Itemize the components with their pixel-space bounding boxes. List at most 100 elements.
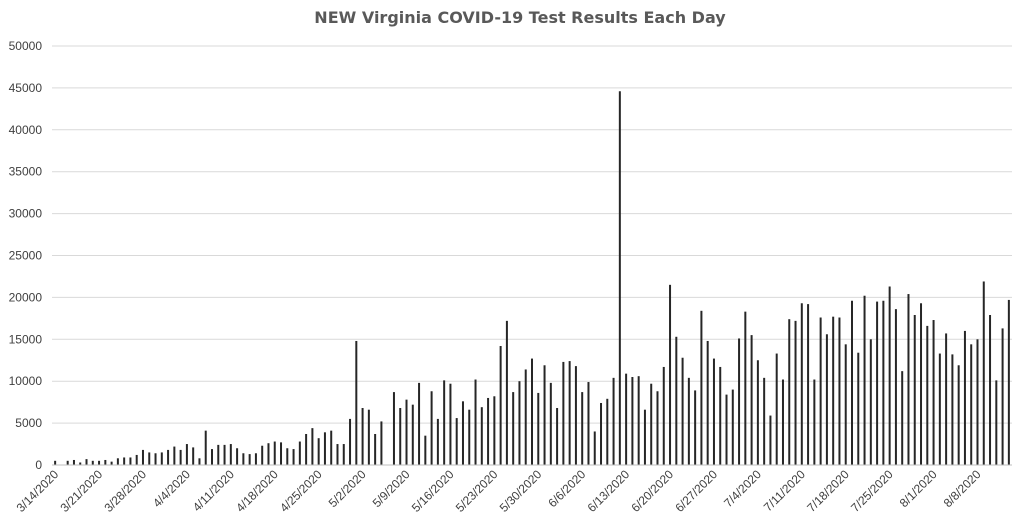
bar xyxy=(844,344,847,465)
bar xyxy=(54,460,57,465)
bar xyxy=(104,459,107,465)
bar xyxy=(355,340,358,465)
bar xyxy=(549,382,552,465)
bar xyxy=(562,361,565,465)
bar xyxy=(336,444,339,465)
y-axis-ticks: 0 5000 10000 15000 20000 25000 30000 35000 40000… xyxy=(9,39,43,472)
bar xyxy=(738,338,741,465)
bar xyxy=(656,391,659,465)
y-tick-label: 10000 xyxy=(9,374,43,388)
y-tick-label: 35000 xyxy=(9,165,43,179)
bar xyxy=(443,380,446,465)
bar xyxy=(800,303,803,465)
bar xyxy=(606,398,609,465)
bar xyxy=(669,284,672,465)
bar xyxy=(794,320,797,465)
bar xyxy=(367,409,370,465)
x-tick-label: 7/11/2020 xyxy=(761,467,808,514)
x-tick-label: 8/8/2020 xyxy=(941,467,984,510)
bar xyxy=(995,380,998,465)
bar xyxy=(982,281,985,465)
bar xyxy=(148,452,151,465)
bar xyxy=(123,457,126,465)
bar xyxy=(330,430,333,465)
bar xyxy=(91,460,94,465)
bar xyxy=(976,339,979,465)
x-tick-label: 8/1/2020 xyxy=(897,467,940,510)
bar xyxy=(198,458,201,465)
bar xyxy=(537,392,540,465)
bar xyxy=(399,408,402,465)
bar xyxy=(179,449,182,465)
bar xyxy=(612,377,615,465)
bar xyxy=(769,415,772,465)
bar xyxy=(229,444,232,465)
bar xyxy=(267,443,270,465)
bar xyxy=(712,358,715,465)
bar xyxy=(581,392,584,465)
x-tick-label: 5/2/2020 xyxy=(326,467,369,510)
bar xyxy=(487,397,490,465)
bar xyxy=(217,444,220,465)
bar xyxy=(1001,328,1004,465)
bar xyxy=(98,460,101,465)
bar xyxy=(242,453,245,465)
bar xyxy=(474,379,477,465)
bar xyxy=(731,389,734,465)
bar xyxy=(85,459,88,465)
bar xyxy=(455,418,458,465)
bar xyxy=(361,408,364,465)
bar xyxy=(901,371,904,465)
x-tick-label: 7/4/2020 xyxy=(721,467,764,510)
bar xyxy=(951,354,954,465)
bar xyxy=(593,431,596,465)
bar xyxy=(79,462,82,465)
bar xyxy=(888,286,891,465)
x-tick-label: 4/25/2020 xyxy=(277,467,325,515)
bar xyxy=(556,408,559,465)
bar xyxy=(763,377,766,465)
bar xyxy=(311,428,314,465)
y-tick-label: 5000 xyxy=(15,416,42,430)
bar xyxy=(719,366,722,465)
bar xyxy=(819,317,822,465)
bar xyxy=(543,365,546,465)
x-tick-label: 7/18/2020 xyxy=(804,467,852,515)
bar xyxy=(807,304,810,465)
x-tick-label: 5/9/2020 xyxy=(370,467,413,510)
bar xyxy=(970,344,973,465)
bar xyxy=(493,396,496,465)
bar xyxy=(725,394,728,465)
bar xyxy=(600,402,603,465)
bar xyxy=(430,391,433,465)
bar xyxy=(926,325,929,465)
bar xyxy=(72,459,75,465)
bar xyxy=(273,441,276,465)
y-tick-label: 0 xyxy=(35,458,42,472)
bar xyxy=(894,309,897,465)
bar xyxy=(185,444,188,465)
bar xyxy=(687,377,690,465)
bar xyxy=(700,310,703,465)
bar xyxy=(631,377,634,465)
bar xyxy=(405,399,408,465)
bar xyxy=(154,453,157,465)
bar xyxy=(813,379,816,465)
x-tick-label: 7/25/2020 xyxy=(848,467,896,515)
bar xyxy=(411,404,414,465)
bar xyxy=(317,438,320,465)
bar xyxy=(505,320,508,465)
bar xyxy=(254,453,257,465)
bar xyxy=(449,383,452,465)
bar xyxy=(832,316,835,465)
bar xyxy=(788,319,791,465)
bar xyxy=(825,334,828,465)
bar xyxy=(662,366,665,465)
bar xyxy=(349,418,352,465)
bar xyxy=(342,444,345,465)
bar xyxy=(418,382,421,465)
bar xyxy=(173,446,176,465)
bar xyxy=(989,314,992,465)
bar xyxy=(957,365,960,465)
bar xyxy=(436,418,439,465)
